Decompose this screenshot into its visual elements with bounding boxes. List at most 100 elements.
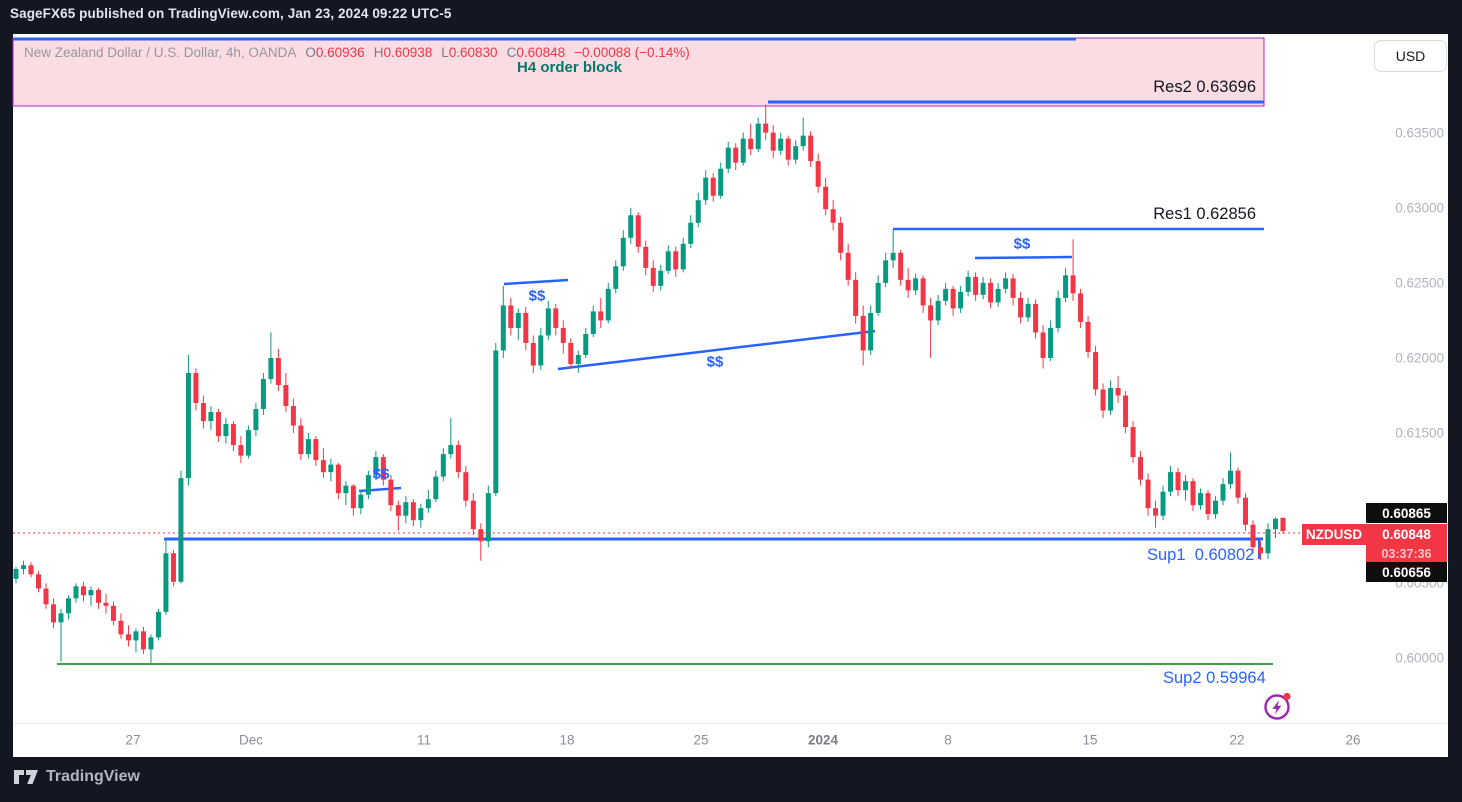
candle-body — [73, 586, 79, 599]
candle-body — [995, 288, 1001, 303]
candle-body — [410, 502, 416, 521]
candle-body — [560, 327, 566, 343]
candle-body — [823, 186, 829, 210]
candle-body — [425, 499, 431, 509]
tradingview-glyph-icon — [14, 769, 38, 784]
ohlc-high: H0.60938 — [373, 45, 433, 60]
candle-body — [380, 457, 386, 480]
time-scale-label: 22 — [1229, 732, 1245, 748]
candle-body — [988, 282, 994, 303]
ohlc-low: L0.60830 — [441, 45, 498, 60]
candle-body — [973, 276, 979, 295]
candle-body — [365, 475, 371, 495]
currency-toggle-button[interactable]: USD — [1374, 40, 1447, 72]
candle-body — [478, 529, 484, 542]
candle-body — [688, 222, 694, 244]
candle-body — [703, 177, 709, 201]
candle-body — [913, 278, 919, 291]
candle-body — [1228, 470, 1234, 485]
candle-body — [118, 620, 124, 635]
candle-body — [1250, 524, 1256, 548]
candle-body — [1048, 327, 1054, 358]
money-label: $$ — [372, 465, 390, 483]
tradingview-logo[interactable]: TradingView — [14, 768, 140, 786]
candle-body — [448, 445, 454, 455]
candle-body — [193, 372, 199, 404]
candle-body — [110, 605, 116, 621]
candle-body — [980, 282, 986, 295]
candle-body — [943, 288, 949, 301]
candle-body — [583, 333, 589, 355]
symbol-title: New Zealand Dollar / U.S. Dollar, 4h, OA… — [24, 45, 297, 60]
candle-body — [148, 637, 154, 650]
candle-body — [1220, 484, 1226, 501]
candle-body — [155, 611, 161, 638]
candle-body — [223, 424, 229, 437]
symbol-legend: New Zealand Dollar / U.S. Dollar, 4h, OA… — [24, 45, 690, 60]
candle-body — [1025, 303, 1031, 318]
candle-body — [1138, 457, 1144, 480]
candle-body — [935, 300, 941, 321]
ohlc-open: O0.60936 — [305, 45, 365, 60]
ohlc-change: −0.00088 (−0.14%) — [574, 45, 690, 60]
price-scale-label: 0.62500 — [1395, 275, 1444, 291]
candle-body — [95, 590, 101, 603]
candle-body — [598, 311, 604, 321]
candle-body — [1033, 303, 1039, 333]
candle-body — [403, 502, 409, 516]
lightning-bolt-icon — [1272, 700, 1282, 715]
candle-body — [1018, 297, 1024, 318]
money-label: $$ — [706, 353, 724, 371]
candle-body — [13, 569, 19, 579]
candle-body — [1055, 297, 1061, 328]
candle-body — [650, 267, 656, 286]
candle-body — [500, 305, 506, 351]
candle-body — [658, 270, 664, 286]
candle-body — [373, 457, 379, 476]
candle-body — [1100, 389, 1106, 411]
money-line-2 — [557, 329, 876, 371]
candle-body — [1258, 547, 1264, 554]
candle-body — [965, 276, 971, 292]
price-scale-label: 0.61500 — [1395, 425, 1444, 441]
candle-body — [590, 311, 596, 334]
candle-body — [185, 372, 191, 479]
candle-body — [718, 168, 724, 196]
time-scale[interactable] — [13, 723, 1448, 757]
publish-bar: SageFX65 published on TradingView.com, J… — [10, 6, 452, 21]
candle-body — [253, 409, 259, 431]
candle-body — [140, 631, 146, 650]
candle-body — [1003, 278, 1009, 289]
candle-body — [58, 613, 64, 623]
symbol-tag: NZDUSD — [1305, 527, 1363, 542]
candle-body — [1280, 517, 1286, 532]
candle-body — [1160, 491, 1166, 516]
reaction-icon[interactable] — [1259, 688, 1297, 726]
time-scale-label: 11 — [416, 732, 432, 748]
candle-body — [275, 357, 281, 386]
candle-body — [515, 312, 521, 328]
candle-body — [305, 439, 311, 455]
candle-body — [493, 350, 499, 494]
time-scale-label: Dec — [238, 732, 264, 748]
candle-body — [1070, 275, 1076, 294]
candle-body — [358, 494, 364, 509]
candle-body — [230, 424, 236, 446]
candle-body — [613, 266, 619, 289]
price-scale-label: 0.62000 — [1395, 350, 1444, 366]
candle-body — [770, 132, 776, 151]
candle-body — [710, 177, 716, 196]
candle-body — [1010, 278, 1016, 298]
candle-body — [1213, 500, 1219, 515]
candle-body — [838, 222, 844, 253]
session-low-badge: 0.60656 — [1366, 562, 1447, 582]
candle-body — [1078, 293, 1084, 322]
candle-body — [553, 308, 559, 328]
sup1-label: Sup1 0.60802 — [1147, 546, 1255, 564]
candle-body — [1175, 472, 1181, 491]
candle-body — [88, 590, 94, 596]
money-label: $$ — [1013, 235, 1031, 253]
candle-body — [643, 246, 649, 268]
